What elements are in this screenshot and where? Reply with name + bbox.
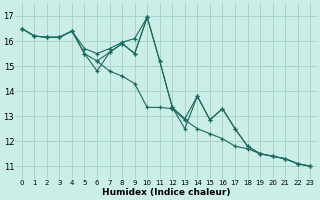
X-axis label: Humidex (Indice chaleur): Humidex (Indice chaleur) [102,188,230,197]
